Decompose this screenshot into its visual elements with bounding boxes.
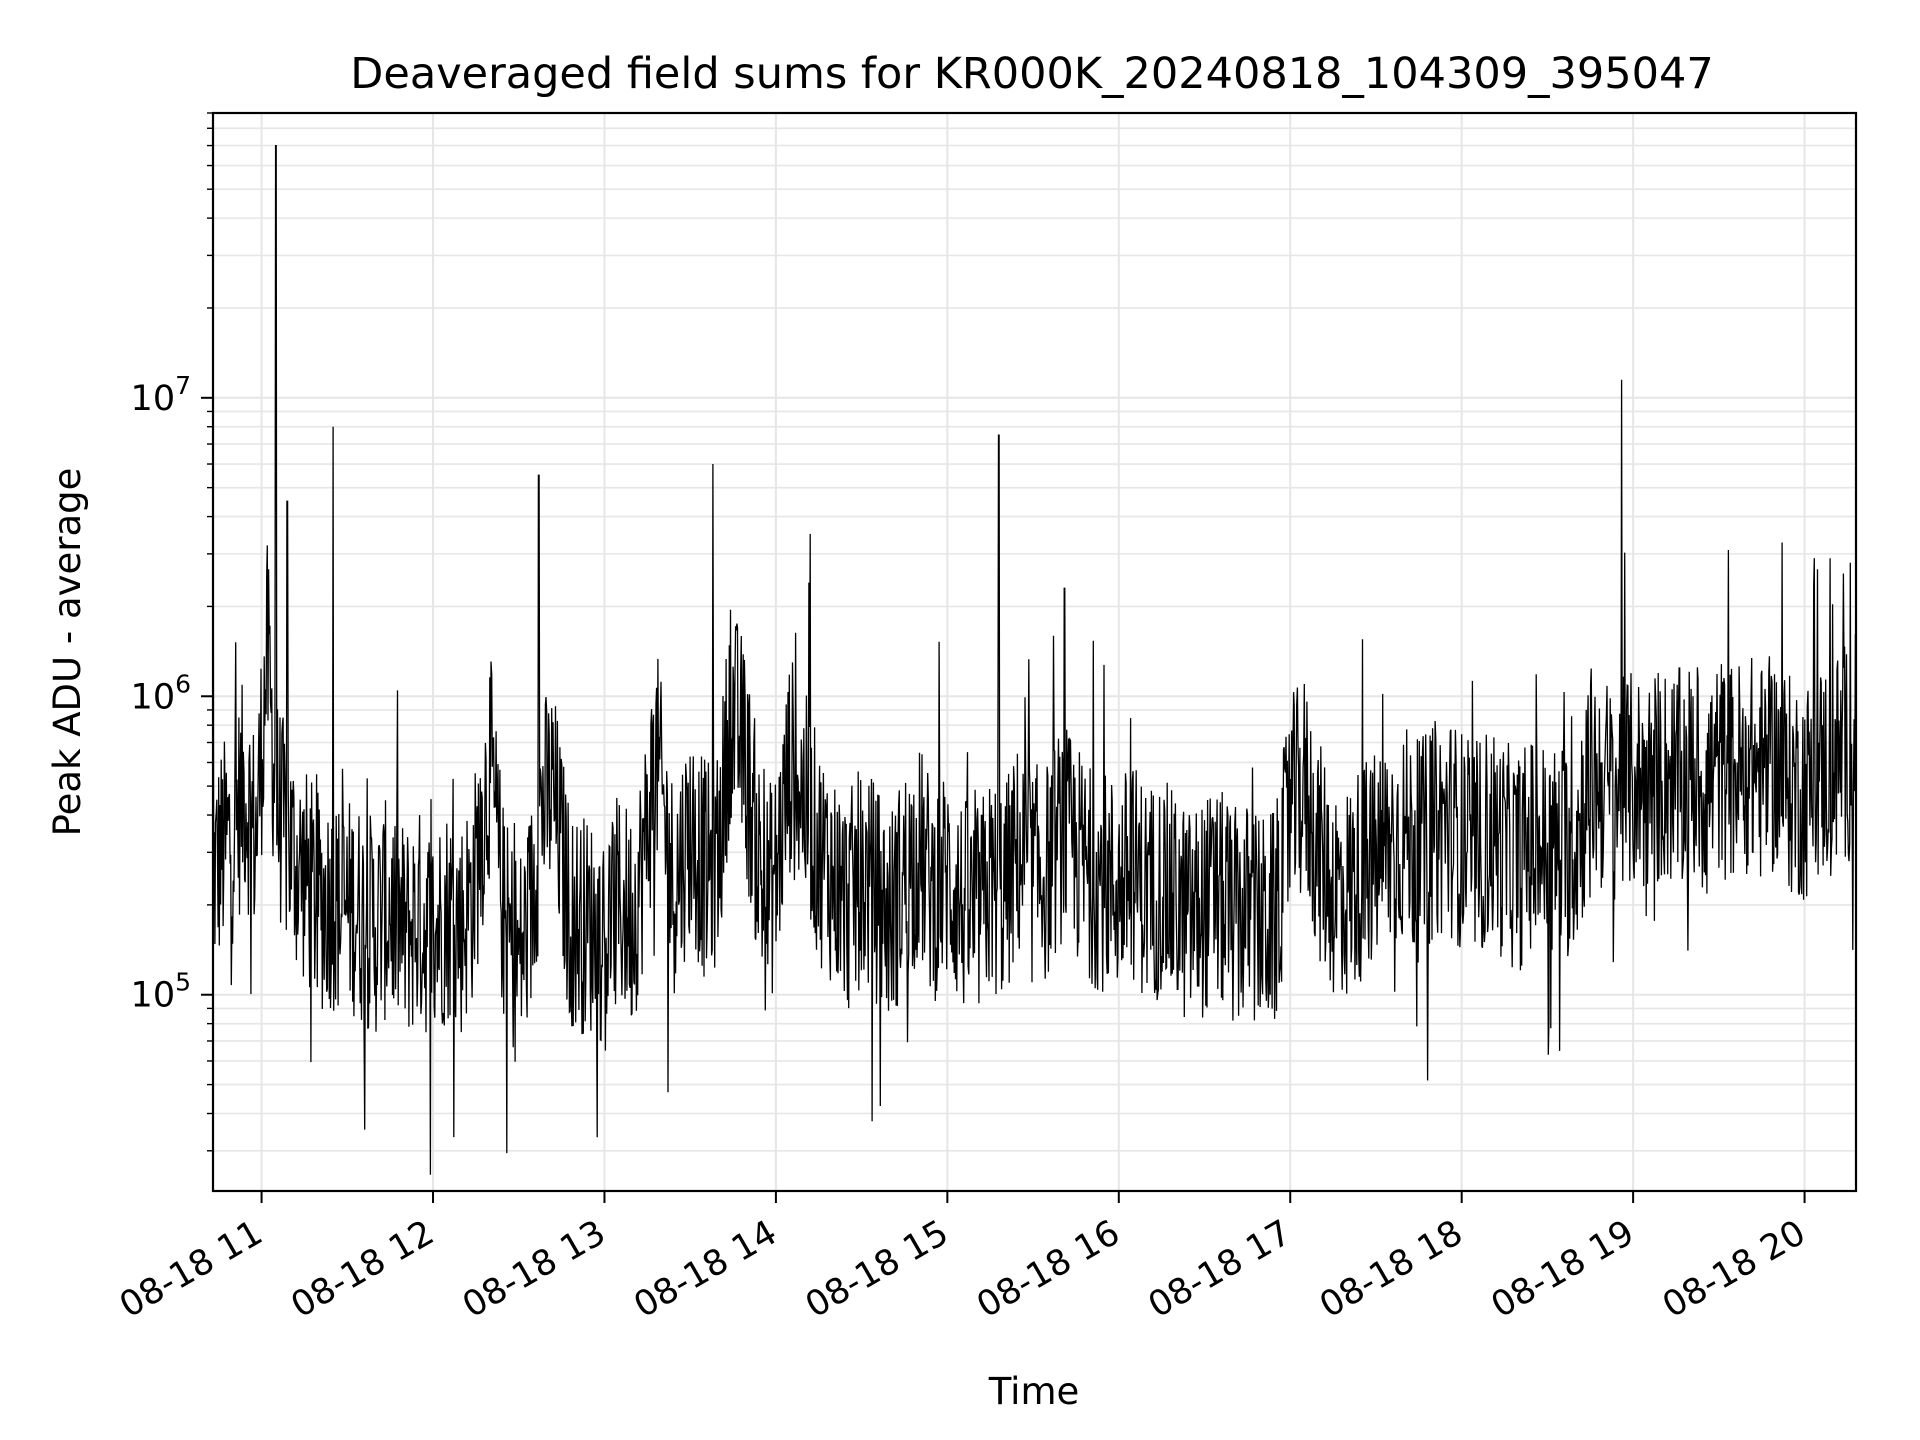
plot-frame bbox=[211, 111, 1858, 1193]
series-line bbox=[212, 144, 1857, 1175]
y-axis: 105 106 107 bbox=[131, 112, 213, 1152]
chart-title: Deaveraged field sums for KR000K_2024081… bbox=[350, 49, 1713, 99]
y-tick-label: 107 bbox=[131, 371, 191, 419]
data-line bbox=[212, 144, 1857, 1175]
x-axis-label: Time bbox=[988, 1370, 1080, 1413]
y-tick-label: 105 bbox=[131, 968, 191, 1016]
y-axis-label: Peak ADU - average bbox=[46, 468, 89, 837]
y-tick-label: 106 bbox=[131, 669, 191, 717]
